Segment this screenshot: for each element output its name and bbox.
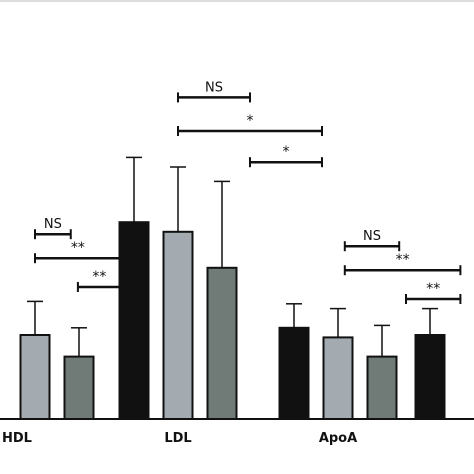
error-bars-layer <box>27 156 438 357</box>
bar-2-3 <box>206 266 238 420</box>
bar-2-2 <box>162 230 194 420</box>
bar-3-3 <box>366 355 398 421</box>
bar-2-1 <box>118 221 150 420</box>
bar-1-2 <box>19 334 51 420</box>
bar-3-1 <box>278 326 310 420</box>
significance-label-2: ** <box>71 240 85 256</box>
category-label-ldl: LDL <box>164 431 191 446</box>
category-label-hdl: HDL <box>2 431 32 446</box>
bar-3-2 <box>322 336 354 420</box>
significance-label-1: NS <box>44 217 62 232</box>
significance-label-4: NS <box>205 80 223 95</box>
category-labels-layer: HDL LDL ApoA <box>2 431 357 446</box>
significance-layer: NS****NS**NS****NS <box>34 80 462 304</box>
significance-label-6: * <box>283 144 290 160</box>
category-label-apoa: ApoA <box>319 431 357 446</box>
significance-label-9: ** <box>426 281 440 297</box>
significance-label-3: ** <box>92 269 106 285</box>
significance-label-7: NS <box>363 229 381 244</box>
significance-label-5: * <box>247 113 254 129</box>
significance-label-8: ** <box>396 252 410 268</box>
bar-1-3 <box>63 355 95 421</box>
bar-4-1 <box>414 334 446 420</box>
